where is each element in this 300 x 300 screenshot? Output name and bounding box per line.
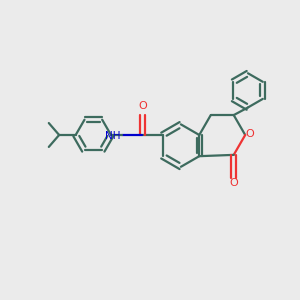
Text: O: O <box>138 101 147 111</box>
Text: O: O <box>245 128 254 139</box>
Text: NH: NH <box>106 130 121 141</box>
Text: O: O <box>230 178 238 188</box>
